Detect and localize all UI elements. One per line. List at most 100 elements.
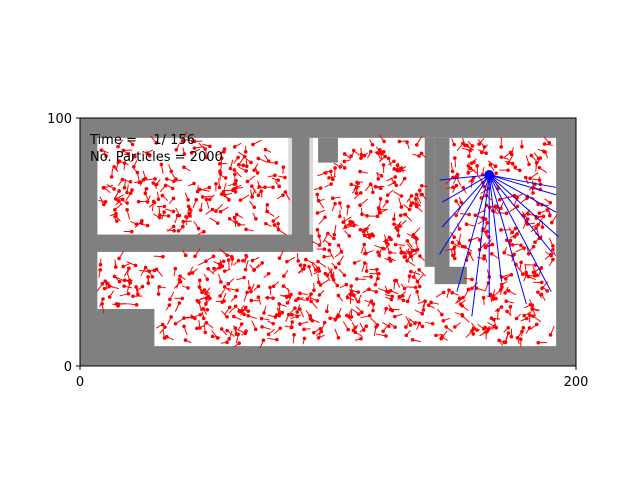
- particle: [486, 295, 498, 301]
- particle: [126, 261, 138, 268]
- particle: [364, 182, 373, 192]
- y-tick-label-100: 100: [47, 112, 72, 127]
- particle: [243, 259, 249, 272]
- particle: [127, 139, 135, 147]
- particle: [128, 303, 139, 307]
- particle: [451, 138, 456, 147]
- particle: [367, 214, 380, 219]
- particle: [477, 217, 488, 225]
- particle: [334, 328, 341, 340]
- particle: [344, 230, 352, 238]
- particle: [461, 185, 467, 194]
- particle: [174, 213, 180, 224]
- particle: [106, 183, 116, 191]
- particle: [315, 329, 324, 336]
- particle: [252, 212, 258, 221]
- particle: [272, 177, 281, 182]
- particle: [249, 283, 255, 294]
- particle: [276, 193, 285, 200]
- particle: [139, 223, 150, 228]
- particle: [349, 182, 361, 188]
- particle: [267, 314, 278, 319]
- particle: [450, 290, 459, 296]
- particle: [260, 325, 271, 330]
- particle: [406, 194, 414, 203]
- particle: [296, 252, 301, 263]
- particle: [536, 340, 548, 345]
- particle: [264, 296, 275, 300]
- map-wall-5: [80, 118, 98, 366]
- particle: [371, 184, 375, 195]
- particle: [465, 329, 474, 338]
- particle: [173, 266, 178, 277]
- particle: [226, 258, 231, 270]
- particle: [272, 223, 280, 230]
- particle: [499, 137, 504, 149]
- particle: [543, 150, 549, 159]
- particle: [327, 248, 335, 260]
- particle: [408, 317, 417, 326]
- particle: [151, 181, 158, 189]
- range-beam-5: [471, 174, 490, 317]
- particle: [460, 304, 469, 311]
- particle: [531, 178, 542, 182]
- particle: [354, 183, 359, 195]
- particle: [412, 153, 421, 158]
- particle: [218, 169, 222, 180]
- particle: [453, 322, 462, 329]
- particle: [167, 315, 173, 325]
- particle: [515, 193, 523, 199]
- particle: [233, 185, 238, 194]
- particle: [342, 159, 351, 164]
- particle: [223, 251, 234, 259]
- particle: [114, 214, 121, 222]
- range-beam-2: [441, 174, 490, 228]
- particle: [256, 156, 268, 163]
- particle: [99, 148, 109, 154]
- particle: [523, 175, 529, 185]
- particle: [298, 307, 305, 318]
- particle: [289, 320, 295, 330]
- particle: [302, 336, 307, 345]
- particle: [387, 180, 397, 187]
- particle: [381, 326, 388, 334]
- range-beam-12: [488, 174, 557, 213]
- particle: [544, 198, 553, 205]
- particle: [378, 196, 383, 208]
- particle: [241, 329, 248, 336]
- particle: [417, 268, 427, 277]
- y-tick-label-0: 0: [64, 360, 72, 375]
- particle: [269, 161, 279, 165]
- particle: [347, 223, 356, 228]
- particle: [499, 228, 511, 232]
- particle: [520, 139, 524, 149]
- particle: [166, 228, 176, 233]
- particle: [214, 181, 218, 192]
- particle: [277, 302, 287, 308]
- particle: [167, 224, 176, 232]
- particle: [418, 254, 425, 262]
- particle: [409, 269, 421, 275]
- particle: [315, 227, 321, 239]
- particle: [533, 280, 544, 285]
- particle: [245, 175, 256, 184]
- particle: [398, 197, 404, 209]
- particle: [192, 139, 203, 144]
- particle: [548, 257, 555, 267]
- particle: [220, 340, 229, 345]
- particle: [519, 243, 526, 251]
- particle: [316, 259, 327, 268]
- particle: [173, 318, 184, 326]
- particle: [325, 268, 333, 278]
- particle: [548, 326, 555, 337]
- map-wall-1: [318, 137, 338, 163]
- particle: [393, 278, 397, 290]
- particle: [405, 316, 413, 327]
- particle: [509, 204, 520, 213]
- particle: [128, 188, 134, 196]
- particle: [188, 209, 193, 218]
- particle: [197, 229, 206, 235]
- particle: [189, 148, 201, 155]
- particle: [313, 186, 323, 191]
- particle: [331, 279, 340, 288]
